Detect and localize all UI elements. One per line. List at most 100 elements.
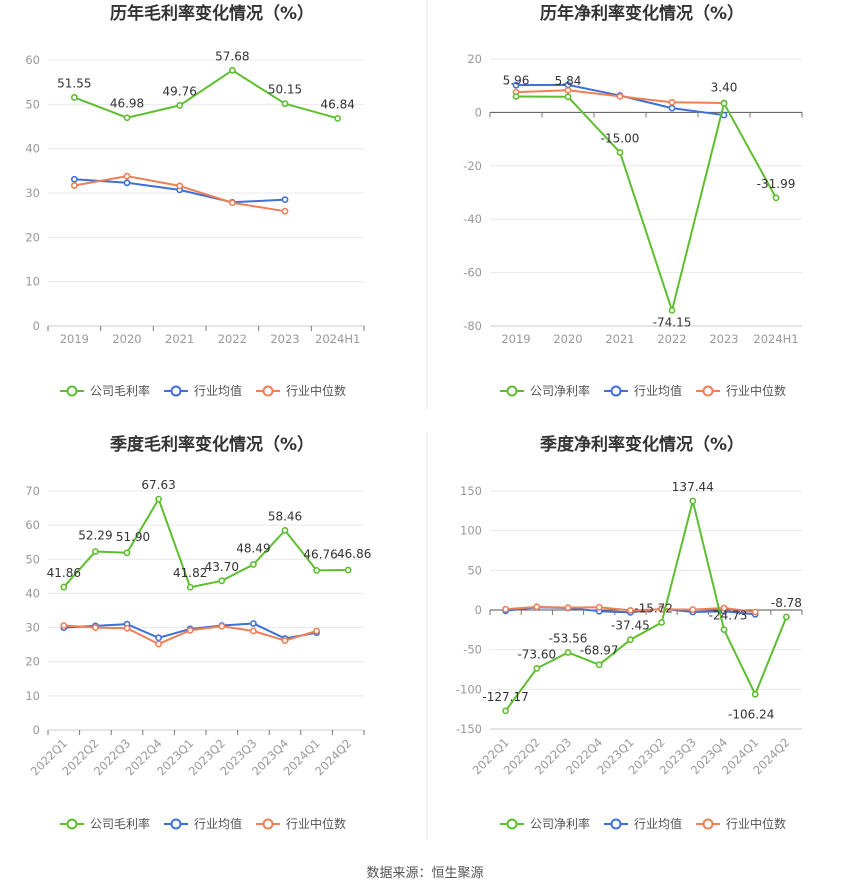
data-point [751,608,759,616]
y-tick-label: -60 [463,266,482,280]
chart-title: 历年毛利率变化情况（%） [110,3,314,24]
series-industry-median [502,603,759,616]
data-point [70,182,78,189]
series-line [504,499,788,712]
data-point [627,636,634,644]
data-label: 58.46 [268,509,302,523]
circle-line-icon [506,818,518,830]
data-point [92,548,99,555]
data-label: 41.86 [47,566,81,580]
data-point [668,98,676,106]
data-point [228,66,236,74]
data-label: -24.73 [709,609,748,623]
y-tick-label: 60 [25,53,40,67]
x-tick-label: 2019 [501,332,530,346]
x-tick-label: 2023 [270,332,299,346]
data-point [249,561,257,568]
data-point [616,92,624,100]
data-point [281,527,289,534]
data-point [689,497,697,505]
data-point [92,624,99,631]
data-point [533,664,541,672]
legend-label: 行业中位数 [286,816,346,831]
y-tick-label: 70 [25,484,40,498]
data-point [668,104,676,112]
circle-line-icon [702,818,714,830]
data-label: -15.00 [601,131,640,145]
circle-line-icon [610,818,622,830]
data-label: 57.68 [215,49,249,63]
data-label: 5.96 [503,73,530,87]
circle-line-icon [506,385,518,397]
data-point [783,613,790,621]
data-point [512,93,520,100]
data-point [70,94,78,101]
y-tick-label: 0 [33,319,40,333]
series-company: -127.17 -73.60 -53.56-68.97 -37.45 -15.72 137… [482,480,801,721]
data-point [668,306,676,314]
data-label: 5.84 [555,74,582,88]
legend-label: 公司毛利率 [90,816,150,831]
x-tick-label: 2019 [60,332,89,346]
chart-title: 季度净利率变化情况（%） [540,434,744,455]
legend-item: 行业均值 [604,816,682,831]
data-label: -127.17 [482,690,528,704]
legend-item: 行业中位数 [696,816,786,831]
y-tick-label: -50 [463,643,482,657]
data-label: 50.15 [268,83,302,97]
data-point [123,179,131,187]
data-point [70,175,78,183]
legend-label: 公司净利率 [530,816,590,831]
data-point [218,622,226,630]
data-label: 46.86 [337,547,371,561]
data-point [60,583,68,591]
series-line [63,498,349,589]
y-tick-label: 60 [25,518,40,532]
data-label: 3.40 [711,80,738,94]
data-point [228,199,236,207]
data-point [616,149,624,156]
chart-title: 历年净利率变化情况（%） [540,3,744,24]
x-tick-label: 2021 [605,332,634,346]
circle-line-icon [66,818,78,830]
legend-item: 公司毛利率 [60,383,150,398]
y-tick-label: -150 [456,722,482,736]
chart-panel-4: 季度净利率变化情况（%）-150-100-500501001502022Q120… [456,434,803,831]
data-label: -106.24 [728,707,774,721]
x-tick-label: 2020 [553,332,582,346]
data-point [502,707,509,715]
y-tick-label: 30 [25,186,40,200]
y-tick-label: 0 [33,723,40,737]
data-label: -37.45 [611,619,650,633]
x-tick-label: 2020 [112,332,141,346]
series-industry-median [70,172,289,215]
data-point [564,649,572,656]
y-tick-label: 150 [460,484,482,498]
legend-item: 公司毛利率 [60,816,150,831]
series-line [515,83,725,117]
data-label: -31.99 [757,177,796,191]
data-point [720,626,728,634]
x-tick-label: 2024H1 [315,332,360,346]
legend: 公司净利率 行业均值 行业中位数 [500,816,786,831]
circle-line-icon [170,385,182,397]
data-point [564,86,572,94]
data-point [313,627,320,635]
data-point [720,99,728,107]
y-tick-label: -100 [456,682,482,696]
data-label: 48.49 [236,541,270,555]
legend-item: 行业均值 [164,383,242,398]
legend: 公司毛利率 行业均值 行业中位数 [60,383,346,398]
legend-label: 行业均值 [634,816,682,831]
x-tick-label: 2022 [218,332,247,346]
series-line [73,69,338,120]
data-label: 51.55 [57,76,91,90]
legend-item: 行业中位数 [256,383,346,398]
y-tick-label: 20 [25,230,40,244]
circle-line-icon [262,818,274,830]
chart-title: 季度毛利率变化情况（%） [110,434,314,455]
x-tick-label: 2022 [657,332,686,346]
circle-line-icon [66,385,78,397]
circle-line-icon [702,385,714,397]
